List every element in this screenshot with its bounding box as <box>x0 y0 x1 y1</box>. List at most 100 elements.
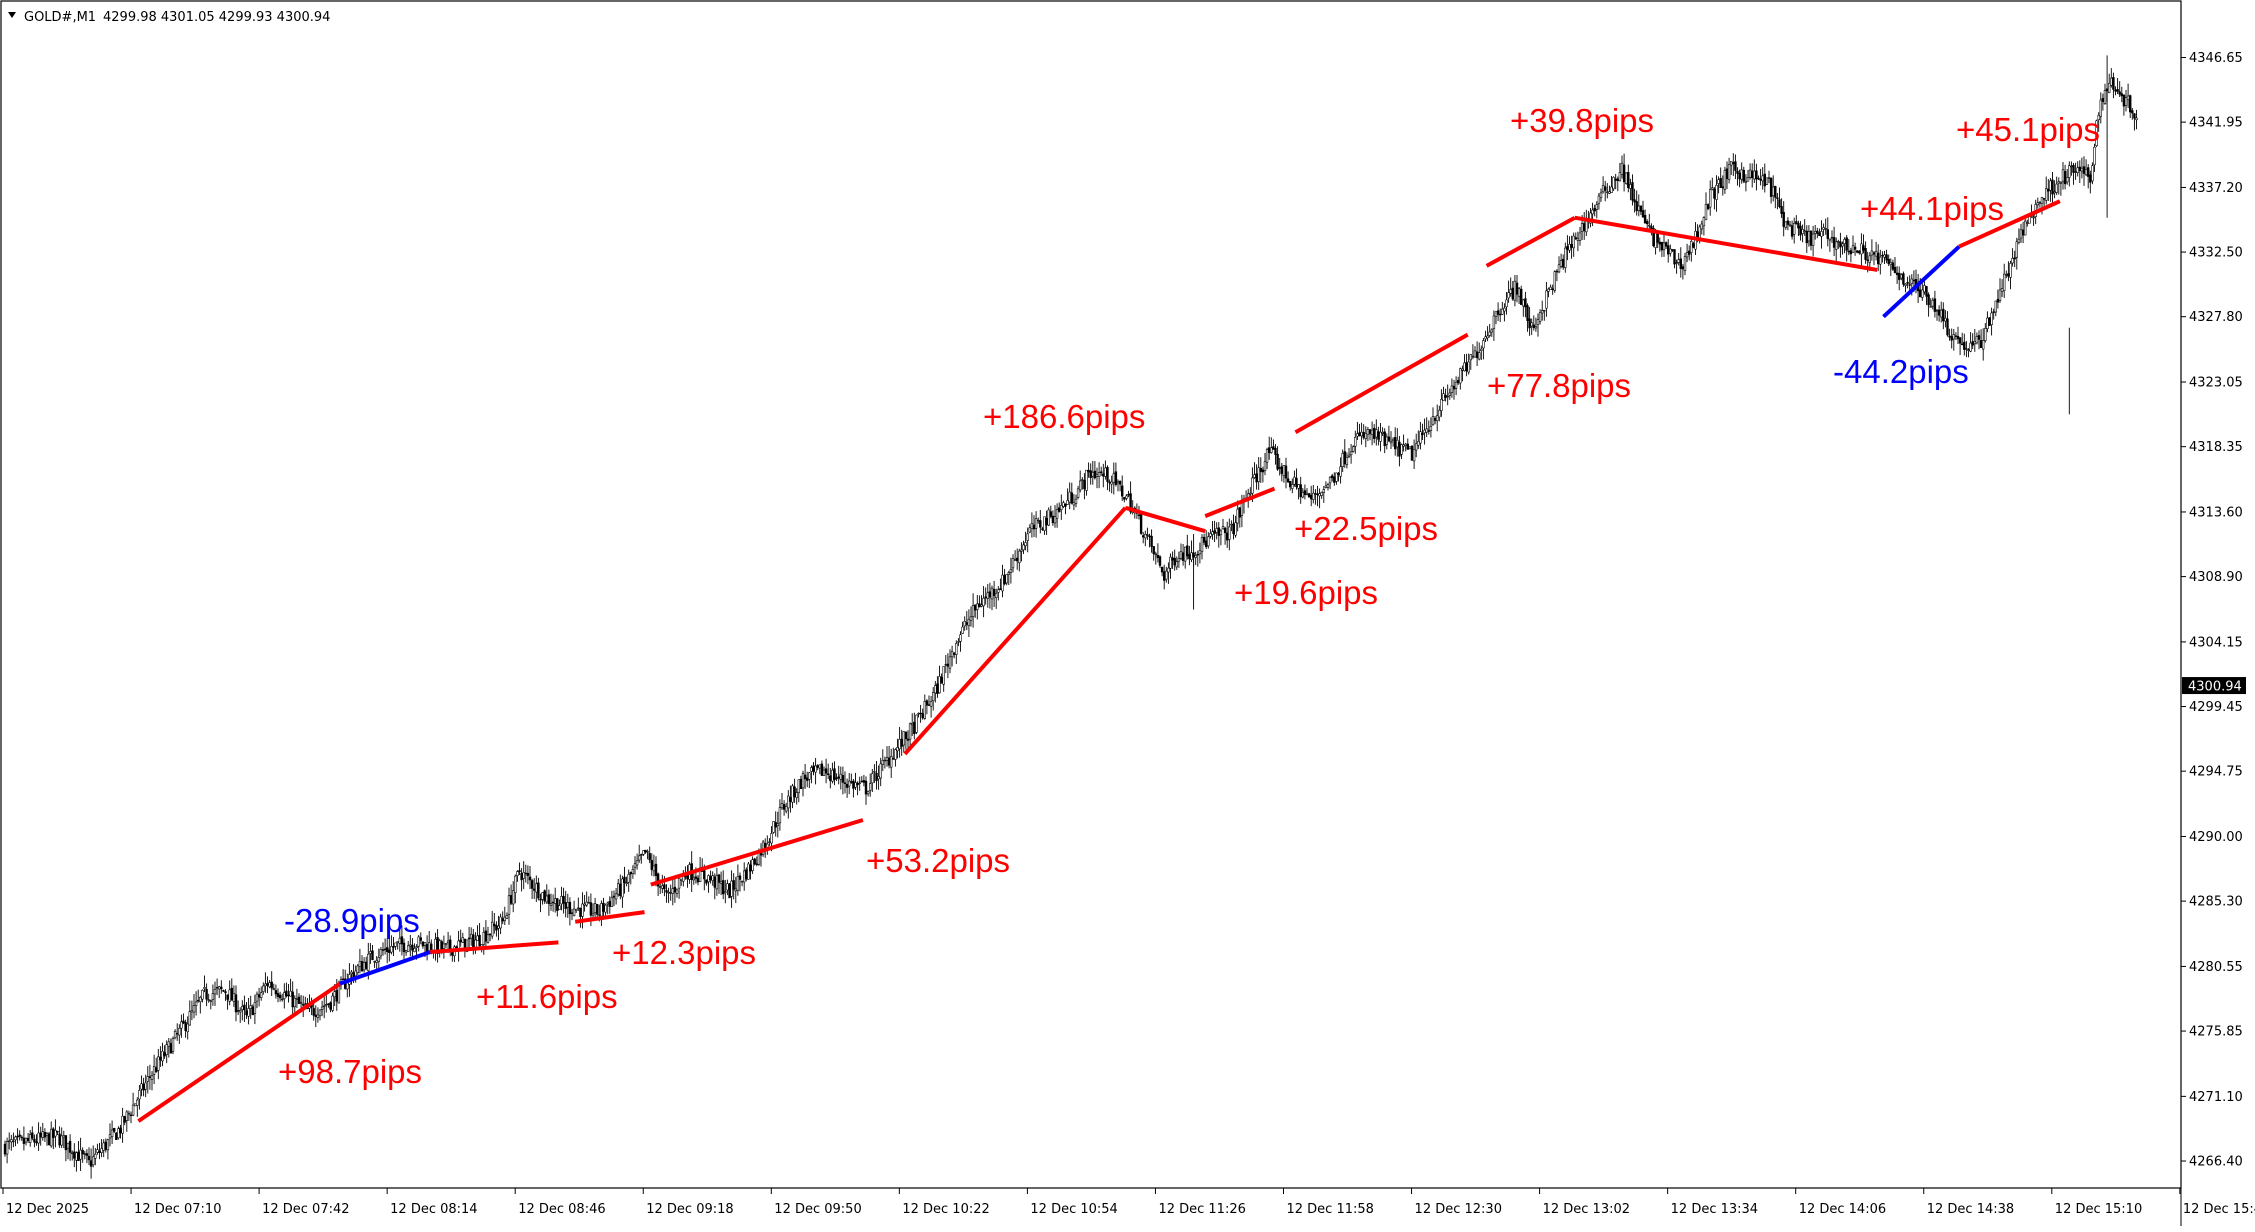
candle <box>493 913 496 934</box>
candle <box>1480 345 1483 360</box>
candle <box>820 760 824 777</box>
candle <box>234 985 238 1022</box>
candle <box>171 1036 175 1055</box>
candle <box>997 586 1000 601</box>
candle <box>1841 241 1844 255</box>
candle <box>560 886 563 911</box>
ohlc-readout: 4299.98 4301.05 4299.93 4300.94 <box>103 10 330 25</box>
candle <box>3 1140 7 1157</box>
dropdown-triangle-icon[interactable] <box>8 12 16 18</box>
candle <box>39 1126 42 1146</box>
x-tick-label: 12 Dec 07:42 <box>262 1202 349 1217</box>
candle <box>327 1003 330 1008</box>
candle <box>1709 180 1712 216</box>
candle <box>1410 445 1414 461</box>
candle <box>1517 286 1521 305</box>
candle <box>1904 283 1907 293</box>
candle <box>1492 310 1496 341</box>
candle <box>1360 422 1363 445</box>
candle <box>316 1007 320 1023</box>
candle <box>1811 225 1815 257</box>
candle <box>110 1120 114 1144</box>
candle <box>1862 234 1865 254</box>
annotations-layer: +98.7pips -28.9pips +11.6pips +12.3pips +53.… <box>278 102 2100 1090</box>
candle <box>801 770 805 797</box>
candle <box>199 995 202 1014</box>
candle <box>608 896 612 914</box>
candle <box>537 877 540 901</box>
candle <box>1994 300 1998 317</box>
candle <box>873 764 876 783</box>
candle <box>1085 469 1088 496</box>
candle <box>1488 323 1491 338</box>
candle <box>774 811 777 837</box>
candle <box>980 595 983 608</box>
candle <box>1622 153 1626 192</box>
candle <box>793 778 796 803</box>
candle <box>879 757 882 787</box>
candle <box>100 1139 103 1158</box>
candle <box>2036 197 2040 209</box>
candle <box>144 1074 147 1098</box>
candle <box>331 992 334 1013</box>
current-price-label: 4300.94 <box>2188 680 2242 695</box>
candle <box>915 714 918 735</box>
candle <box>2013 250 2016 268</box>
candle <box>411 938 414 959</box>
candle <box>1219 528 1223 546</box>
candle <box>894 748 897 767</box>
candle <box>1045 510 1048 535</box>
candle <box>58 1126 61 1148</box>
candle <box>270 971 273 996</box>
candle <box>1965 341 1968 358</box>
candle <box>1007 570 1011 586</box>
candle <box>1832 226 1836 257</box>
candle <box>1255 464 1258 490</box>
candle <box>1673 249 1676 269</box>
candle <box>619 874 622 900</box>
candle <box>1595 201 1599 219</box>
candle <box>2015 237 2019 270</box>
candle <box>497 915 500 941</box>
candle <box>400 925 404 956</box>
candle <box>287 983 290 1003</box>
candle <box>1797 220 1800 237</box>
candle <box>719 871 723 896</box>
candle <box>1501 301 1504 315</box>
candle <box>2009 260 2012 290</box>
candle <box>1448 388 1452 400</box>
candle <box>1879 249 1882 275</box>
candle <box>41 1122 45 1141</box>
candle <box>1444 388 1447 402</box>
candle <box>203 975 206 993</box>
candle <box>2116 78 2119 95</box>
candle <box>667 887 670 904</box>
candle <box>2021 221 2025 244</box>
candle <box>904 731 908 750</box>
candle <box>959 631 962 652</box>
candle <box>5 1137 9 1164</box>
candle <box>94 1148 97 1166</box>
candle <box>1601 176 1605 194</box>
candle <box>713 873 717 900</box>
candle <box>1786 217 1790 231</box>
candle <box>795 788 798 805</box>
candle <box>753 857 756 866</box>
candle <box>1776 193 1779 210</box>
candle <box>1553 270 1557 293</box>
candle <box>631 865 635 879</box>
candle <box>776 811 780 838</box>
candle <box>677 878 681 899</box>
candle <box>646 849 649 860</box>
candle <box>92 1145 95 1168</box>
candle <box>417 934 420 952</box>
pips-annotation: +12.3pips <box>612 934 756 971</box>
candle <box>856 781 859 796</box>
candle <box>1423 418 1426 445</box>
candle <box>482 927 485 955</box>
candle <box>971 593 975 628</box>
candle <box>1003 568 1006 586</box>
candle <box>442 935 446 959</box>
candle <box>965 611 969 631</box>
y-tick-label: 4280.55 <box>2189 960 2243 975</box>
